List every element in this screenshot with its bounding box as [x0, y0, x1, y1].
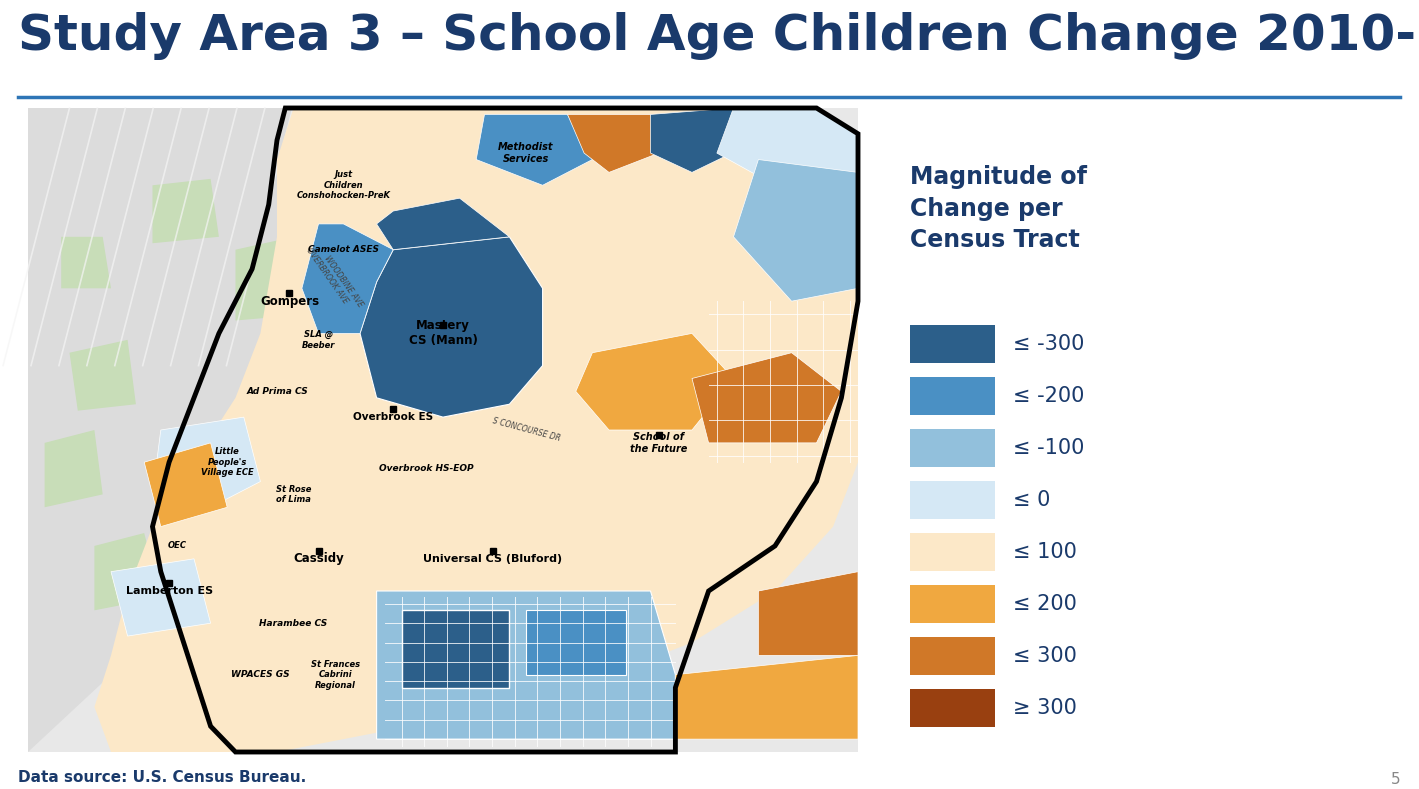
Text: Mastery
CS (Mann): Mastery CS (Mann)	[409, 320, 477, 347]
Polygon shape	[734, 159, 858, 301]
Bar	[910, 481, 995, 519]
Text: Lamberton ES: Lamberton ES	[125, 586, 213, 596]
Bar	[910, 377, 995, 415]
Text: Just
Children
Conshohocken-PreK: Just Children Conshohocken-PreK	[297, 170, 390, 200]
Polygon shape	[152, 417, 261, 507]
Text: School of
the Future: School of the Future	[630, 432, 687, 454]
Polygon shape	[526, 611, 626, 675]
Text: Data source: U.S. Census Bureau.: Data source: U.S. Census Bureau.	[18, 770, 307, 785]
Text: Camelot ASES: Camelot ASES	[308, 245, 379, 254]
Polygon shape	[376, 591, 675, 739]
Bar	[910, 585, 995, 623]
Text: Ad Prima CS: Ad Prima CS	[245, 387, 308, 396]
Polygon shape	[95, 533, 160, 611]
Polygon shape	[302, 224, 393, 334]
Text: WOODBINE AVE: WOODBINE AVE	[322, 254, 365, 309]
Polygon shape	[44, 430, 102, 507]
Text: ≤ 200: ≤ 200	[1013, 594, 1077, 614]
Bar	[910, 429, 995, 467]
Polygon shape	[95, 108, 858, 752]
Text: Methodist
Services: Methodist Services	[498, 142, 553, 164]
Polygon shape	[576, 334, 734, 430]
Text: OVERBROOK AVE: OVERBROOK AVE	[304, 245, 349, 305]
Text: Little
People's
Village ECE: Little People's Village ECE	[201, 447, 254, 477]
Polygon shape	[236, 237, 311, 320]
Text: Overbrook ES: Overbrook ES	[353, 412, 433, 422]
Bar	[28, 108, 858, 752]
Text: ≤ -300: ≤ -300	[1013, 334, 1084, 354]
Polygon shape	[692, 353, 841, 443]
Text: 5: 5	[1391, 772, 1401, 787]
Polygon shape	[675, 656, 858, 739]
Text: Overbrook HS-EOP: Overbrook HS-EOP	[379, 464, 474, 473]
Text: SLA @
Beeber: SLA @ Beeber	[302, 330, 335, 350]
Polygon shape	[477, 114, 592, 185]
Text: Cassidy: Cassidy	[294, 552, 343, 565]
Text: ≤ -100: ≤ -100	[1013, 438, 1084, 458]
Bar	[910, 325, 995, 363]
Text: St Frances
Cabrini
Regional: St Frances Cabrini Regional	[311, 660, 359, 690]
Text: WPACES GS: WPACES GS	[231, 670, 289, 679]
Polygon shape	[70, 340, 136, 411]
Text: Universal CS (Bluford): Universal CS (Bluford)	[423, 554, 562, 564]
Polygon shape	[61, 237, 111, 288]
Text: ≤ -200: ≤ -200	[1013, 386, 1084, 406]
Polygon shape	[360, 237, 542, 417]
Bar	[910, 637, 995, 675]
Text: S CONCOURSE DR: S CONCOURSE DR	[491, 417, 561, 443]
Polygon shape	[568, 114, 675, 173]
Text: ≥ 300: ≥ 300	[1013, 698, 1077, 718]
Bar	[910, 533, 995, 571]
Polygon shape	[111, 559, 210, 636]
Text: St Rose
of Lima: St Rose of Lima	[275, 484, 311, 504]
Text: Study Area 3 – School Age Children Change 2010-17: Study Area 3 – School Age Children Chang…	[18, 12, 1419, 60]
Text: Gompers: Gompers	[260, 295, 319, 308]
Polygon shape	[145, 443, 227, 526]
Polygon shape	[758, 572, 858, 656]
Text: ≤ 100: ≤ 100	[1013, 542, 1077, 562]
Bar	[910, 689, 995, 727]
Text: ≤ 0: ≤ 0	[1013, 490, 1050, 510]
Polygon shape	[152, 179, 219, 243]
Text: Harambee CS: Harambee CS	[260, 619, 328, 628]
Polygon shape	[28, 108, 402, 752]
Polygon shape	[717, 108, 858, 185]
Polygon shape	[376, 198, 509, 249]
Text: OEC: OEC	[167, 541, 187, 551]
Text: ≤ 300: ≤ 300	[1013, 646, 1077, 666]
Polygon shape	[402, 611, 509, 687]
Text: Magnitude of
Change per
Census Tract: Magnitude of Change per Census Tract	[910, 165, 1087, 252]
Polygon shape	[650, 108, 758, 173]
